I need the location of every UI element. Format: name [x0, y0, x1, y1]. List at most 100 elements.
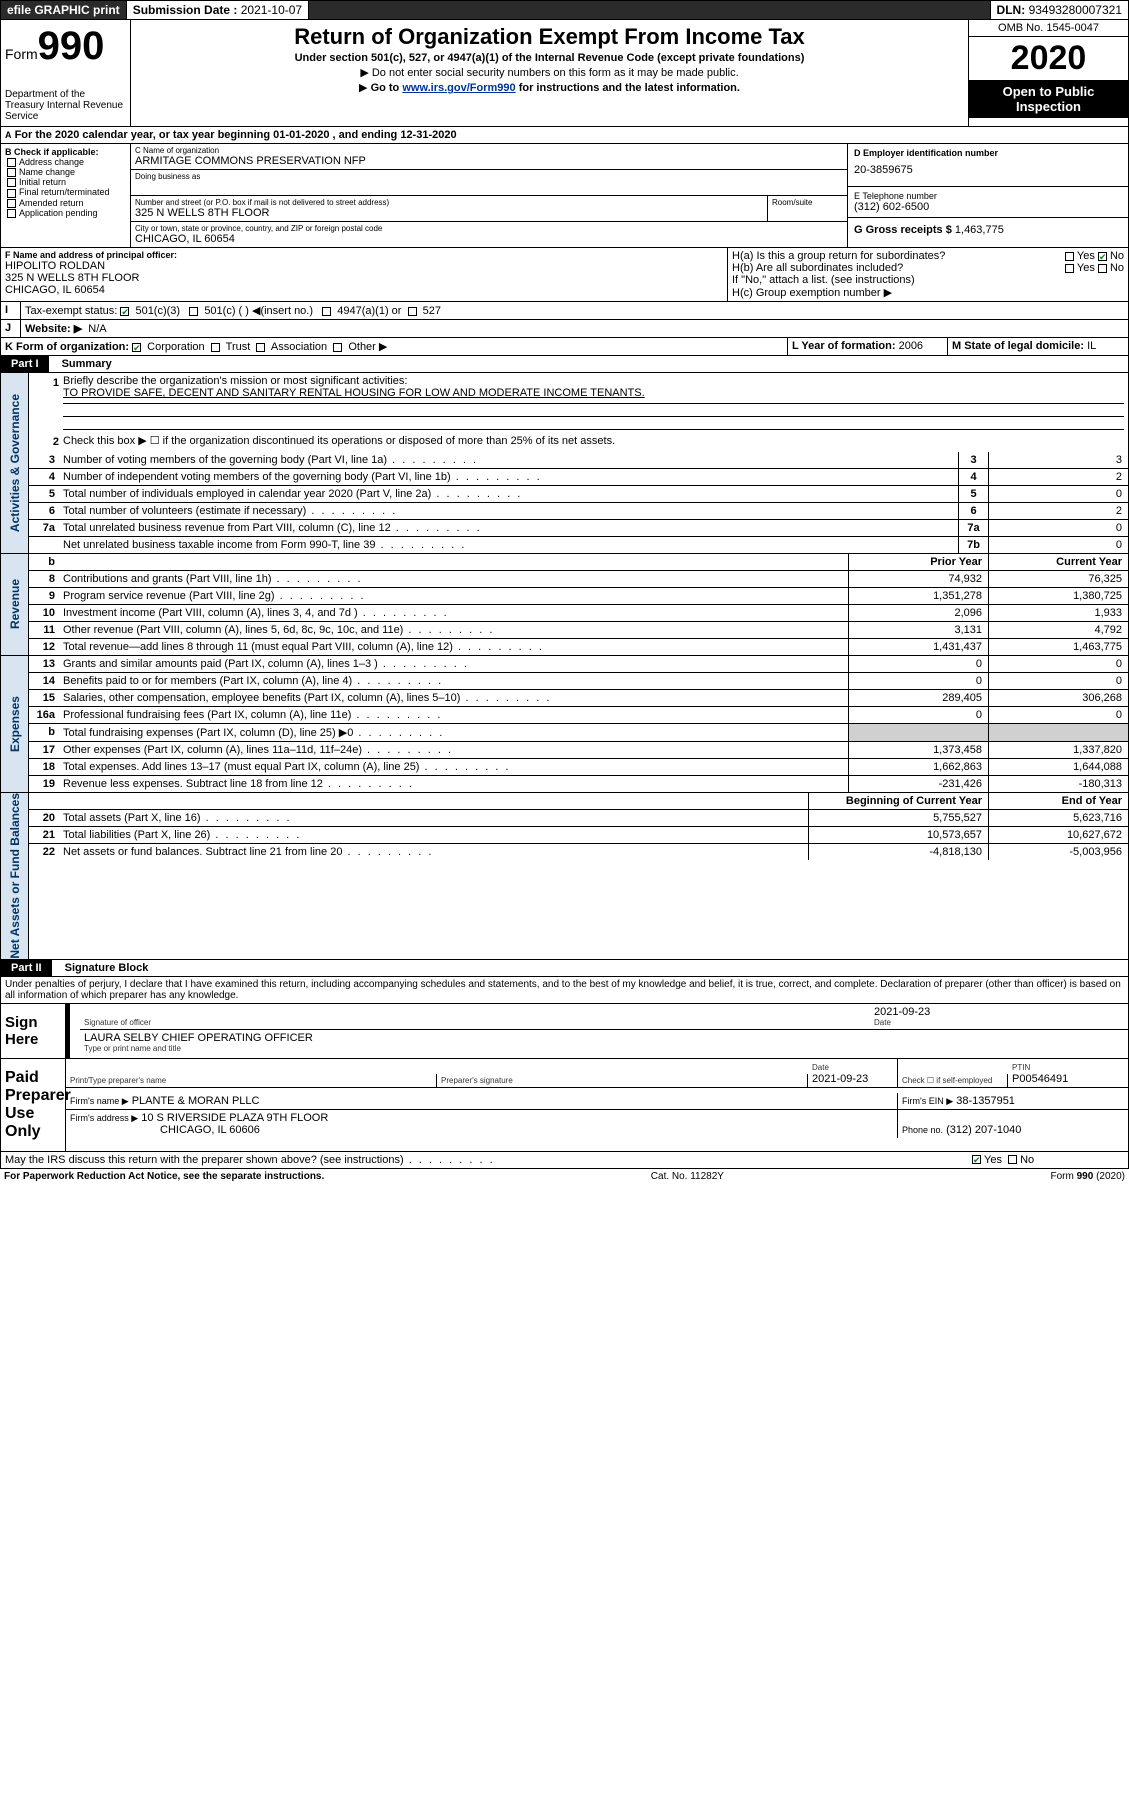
- city-lbl: City or town, state or province, country…: [135, 224, 843, 233]
- discuss-no[interactable]: [1008, 1155, 1017, 1164]
- subtitle-1: Under section 501(c), 527, or 4947(a)(1)…: [139, 52, 960, 64]
- check-application-pending[interactable]: Application pending: [5, 208, 126, 218]
- row-18: 18Total expenses. Add lines 13–17 (must …: [29, 759, 1128, 776]
- officer-addr2: CHICAGO, IL 60654: [5, 284, 723, 296]
- row-19: 19Revenue less expenses. Subtract line 1…: [29, 776, 1128, 792]
- prep-name-lbl: Print/Type preparer's name: [66, 1074, 437, 1087]
- sig-officer-lbl: Signature of officer: [84, 1018, 874, 1027]
- perjury: Under penalties of perjury, I declare th…: [0, 977, 1129, 1004]
- check-name-change[interactable]: Name change: [5, 167, 126, 177]
- gov-row-3: 3Number of voting members of the governi…: [29, 452, 1128, 469]
- k-trust[interactable]: [211, 343, 220, 352]
- ha-no[interactable]: [1098, 252, 1107, 261]
- footer-mid: Cat. No. 11282Y: [651, 1171, 724, 1182]
- col-current-year: Current Year: [988, 554, 1128, 570]
- subdate: 2021-10-07: [241, 3, 302, 17]
- gov-row-4: 4Number of independent voting members of…: [29, 469, 1128, 486]
- dln: 93493280007321: [1029, 3, 1122, 17]
- discuss-q: May the IRS discuss this return with the…: [1, 1152, 968, 1168]
- officer-name: HIPOLITO ROLDAN: [5, 260, 723, 272]
- firm-ein: 38-1357951: [956, 1095, 1015, 1107]
- prep-sig-lbl: Preparer's signature: [437, 1074, 808, 1087]
- phone: (312) 602-6500: [854, 201, 1122, 213]
- room-lbl: Room/suite: [767, 196, 847, 221]
- check-initial-return[interactable]: Initial return: [5, 177, 126, 187]
- officer-addr1: 325 N WELLS 8TH FLOOR: [5, 272, 723, 284]
- row-14: 14Benefits paid to or for members (Part …: [29, 673, 1128, 690]
- h-a: H(a) Is this a group return for subordin…: [732, 250, 945, 262]
- dln-lbl: DLN:: [997, 3, 1026, 17]
- line-j: J: [1, 320, 21, 337]
- hb-no[interactable]: [1098, 264, 1107, 273]
- gov-row-5: 5Total number of individuals employed in…: [29, 486, 1128, 503]
- phone-lbl: E Telephone number: [854, 191, 1122, 201]
- gross-lbl: G Gross receipts $: [854, 224, 952, 236]
- q1-text: Briefly describe the organization's miss…: [63, 375, 407, 387]
- row-20: 20Total assets (Part X, line 16)5,755,52…: [29, 810, 1128, 827]
- row-21: 21Total liabilities (Part X, line 26)10,…: [29, 827, 1128, 844]
- subdate-lbl: Submission Date :: [133, 3, 238, 17]
- top-bar: efile GRAPHIC print Submission Date : 20…: [0, 0, 1129, 20]
- tab-expenses: Expenses: [1, 656, 29, 792]
- city-state-zip: CHICAGO, IL 60654: [135, 233, 843, 245]
- i-527[interactable]: [408, 307, 417, 316]
- i-4947[interactable]: [322, 307, 331, 316]
- check-final-return-terminated[interactable]: Final return/terminated: [5, 187, 126, 197]
- self-emp: Check ☐ if self-employed: [898, 1074, 1008, 1087]
- form-header: Form990 Department of the Treasury Inter…: [0, 20, 1129, 127]
- i-501c3[interactable]: [120, 307, 129, 316]
- h-b: H(b) Are all subordinates included?: [732, 262, 903, 274]
- street-addr: 325 N WELLS 8TH FLOOR: [135, 207, 763, 219]
- paid-preparer-lbl: Paid Preparer Use Only: [1, 1059, 66, 1151]
- website: N/A: [88, 323, 106, 335]
- row-11: 11Other revenue (Part VIII, column (A), …: [29, 622, 1128, 639]
- k-assoc[interactable]: [256, 343, 265, 352]
- ha-yes[interactable]: [1065, 252, 1074, 261]
- tab-governance: Activities & Governance: [1, 373, 29, 553]
- open-inspection: Open to Public Inspection: [969, 80, 1128, 118]
- row-22: 22Net assets or fund balances. Subtract …: [29, 844, 1128, 860]
- k-corp[interactable]: [132, 343, 141, 352]
- omb-no: OMB No. 1545-0047: [969, 20, 1128, 37]
- sign-here-lbl: Sign Here: [1, 1004, 66, 1058]
- hb-yes[interactable]: [1065, 264, 1074, 273]
- officer-lbl: F Name and address of principal officer:: [5, 250, 177, 260]
- i-501c[interactable]: [189, 307, 198, 316]
- irs-link[interactable]: www.irs.gov/Form990: [402, 82, 515, 94]
- col-eoy: End of Year: [988, 793, 1128, 809]
- box-b: B Check if applicable: Address changeNam…: [1, 144, 131, 247]
- row-9: 9Program service revenue (Part VIII, lin…: [29, 588, 1128, 605]
- check-address-change[interactable]: Address change: [5, 157, 126, 167]
- row-12: 12Total revenue—add lines 8 through 11 (…: [29, 639, 1128, 655]
- dba-lbl: Doing business as: [135, 172, 843, 181]
- firm-name: PLANTE & MORAN PLLC: [132, 1095, 260, 1107]
- ein-lbl: D Employer identification number: [854, 148, 998, 158]
- form-number: Form990: [5, 24, 126, 69]
- h-b2: If "No," attach a list. (see instruction…: [732, 274, 1124, 286]
- dept: Department of the Treasury Internal Reve…: [5, 89, 126, 122]
- k-other[interactable]: [333, 343, 342, 352]
- addr-lbl: Number and street (or P.O. box if mail i…: [135, 198, 763, 207]
- part2-title: Signature Block: [55, 962, 149, 974]
- col-prior-year: Prior Year: [848, 554, 988, 570]
- check-amended-return[interactable]: Amended return: [5, 198, 126, 208]
- discuss-yes[interactable]: [972, 1155, 981, 1164]
- h-c: H(c) Group exemption number ▶: [732, 286, 1124, 299]
- ptin: P00546491: [1012, 1073, 1068, 1085]
- subtitle-2: Do not enter social security numbers on …: [139, 66, 960, 79]
- topbar-spacer: [309, 1, 990, 19]
- row-10: 10Investment income (Part VIII, column (…: [29, 605, 1128, 622]
- gross-val: 1,463,775: [955, 224, 1004, 236]
- subtitle-3: Go to www.irs.gov/Form990 for instructio…: [139, 81, 960, 94]
- sig-date: 2021-09-23: [874, 1006, 1124, 1018]
- efile-btn[interactable]: efile GRAPHIC print: [1, 1, 127, 19]
- officer-sig-name: LAURA SELBY CHIEF OPERATING OFFICER: [84, 1032, 1124, 1044]
- tax-year: 2020: [969, 37, 1128, 80]
- form-title: Return of Organization Exempt From Incom…: [139, 24, 960, 50]
- row-17: 17Other expenses (Part IX, column (A), l…: [29, 742, 1128, 759]
- ein: 20-3859675: [854, 158, 1122, 182]
- org-name: ARMITAGE COMMONS PRESERVATION NFP: [135, 155, 843, 167]
- row-13: 13Grants and similar amounts paid (Part …: [29, 656, 1128, 673]
- line-a: A For the 2020 calendar year, or tax yea…: [1, 127, 1128, 143]
- tab-net-assets: Net Assets or Fund Balances: [1, 793, 29, 959]
